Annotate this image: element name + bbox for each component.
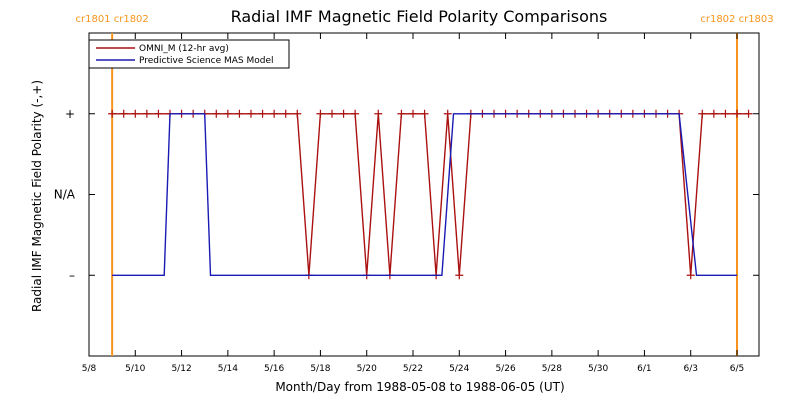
y-tick-label: N/A xyxy=(54,188,76,202)
omni-data-point xyxy=(721,109,730,118)
x-tick-label: 5/16 xyxy=(264,364,284,374)
x-tick-label: 6/1 xyxy=(637,364,651,374)
x-tick-label: 5/18 xyxy=(310,364,330,374)
x-tick-label: 5/8 xyxy=(82,364,97,374)
x-tick-label: 5/14 xyxy=(218,364,238,374)
mas-series-line xyxy=(112,113,737,276)
omni-data-point xyxy=(397,109,406,118)
plot-frame xyxy=(88,32,760,357)
x-tick-label: 5/28 xyxy=(542,364,562,374)
omni-data-point xyxy=(709,109,718,118)
y-axis-label: Radial IMF Magnetic Field Polarity (-,+) xyxy=(30,80,44,312)
omni-data-point xyxy=(235,109,244,118)
x-tick-label: 6/3 xyxy=(683,364,697,374)
y-tick-label: + xyxy=(65,107,75,121)
legend-box xyxy=(88,39,290,69)
omni-data-point xyxy=(351,109,360,118)
omni-data-point xyxy=(223,109,232,118)
omni-data-point xyxy=(316,109,325,118)
legend: OMNI_M (12-hr avg) Predictive Science MA… xyxy=(88,39,290,69)
x-tick-label: 5/10 xyxy=(125,364,145,374)
x-tick-label: 5/22 xyxy=(403,364,423,374)
omni-data-point xyxy=(154,109,163,118)
x-tick-label: 5/20 xyxy=(357,364,377,374)
y-tick-label: – xyxy=(69,268,75,282)
chart-title: Radial IMF Magnetic Field Polarity Compa… xyxy=(231,7,608,26)
omni-data-point xyxy=(108,109,117,118)
x-axis-label: Month/Day from 1988-05-08 to 1988-06-05 … xyxy=(275,380,564,394)
x-tick-label: 5/30 xyxy=(588,364,608,374)
omni-data-point xyxy=(142,109,151,118)
x-tick-label: 5/26 xyxy=(495,364,515,374)
omni-data-point xyxy=(744,109,753,118)
omni-data-point xyxy=(733,109,741,118)
omni-data-point xyxy=(443,109,452,118)
omni-data-point xyxy=(698,109,707,118)
omni-data-point xyxy=(409,109,417,118)
omni-data-point xyxy=(420,109,429,118)
x-tick-label: 5/24 xyxy=(449,364,469,374)
omni-data-point xyxy=(258,109,267,118)
omni-data-point xyxy=(247,109,255,118)
carrington-boundary-label: cr1801 cr1802 xyxy=(75,14,148,25)
omni-data-point xyxy=(119,109,128,118)
omni-data-point xyxy=(455,271,464,280)
legend-label-omni: OMNI_M (12-hr avg) xyxy=(139,44,229,54)
omni-data-point xyxy=(270,109,279,118)
omni-data-point xyxy=(339,109,348,118)
omni-data-point xyxy=(131,109,140,118)
omni-data-point xyxy=(328,109,336,118)
omni-data-point xyxy=(281,109,290,118)
x-tick-label: 6/5 xyxy=(730,364,744,374)
carrington-boundary-label: cr1802 cr1803 xyxy=(700,14,773,25)
legend-label-mas: Predictive Science MAS Model xyxy=(139,56,274,66)
x-tick-label: 5/12 xyxy=(171,364,191,374)
omni-data-point xyxy=(686,271,695,280)
omni-data-point xyxy=(212,109,221,118)
omni-data-point xyxy=(374,109,383,118)
omni-data-point xyxy=(293,109,302,118)
